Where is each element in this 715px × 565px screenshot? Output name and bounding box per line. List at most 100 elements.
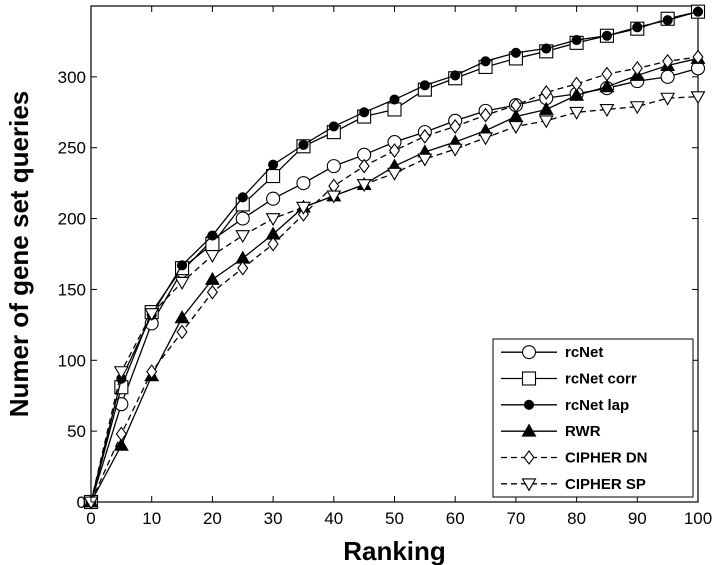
data-point-rcnet	[266, 191, 281, 206]
x-tick-label: 40	[324, 509, 343, 528]
data-point-cipher-dn	[237, 260, 249, 276]
data-point-rcnet	[326, 159, 341, 174]
data-point-cipher-dn	[662, 53, 674, 69]
data-point-rwr	[569, 87, 585, 101]
x-tick-label: 50	[385, 509, 404, 528]
data-point-rcnet-lap	[389, 94, 400, 105]
x-axis-title: Ranking	[343, 536, 446, 565]
legend-item-rcnet: rcNet	[501, 344, 603, 361]
legend-marker	[523, 450, 535, 465]
legend-marker	[521, 345, 537, 360]
x-tick-label: 10	[142, 509, 161, 528]
data-point-cipher-sp	[508, 121, 524, 135]
legend-label: rcNet lap	[565, 397, 629, 414]
data-point-cipher-sp	[387, 167, 402, 181]
data-point-cipher-dn	[206, 284, 218, 300]
legend: rcNet rcNet corr rcNet lap RWR CIPHER DN CIPH…	[492, 338, 694, 498]
data-point-rcnet-corr	[387, 102, 402, 117]
data-point-cipher-sp	[326, 190, 342, 204]
y-tick-label: 300	[58, 68, 86, 87]
data-point-rcnet-lap	[480, 56, 491, 67]
data-point-rcnet-lap	[177, 260, 188, 271]
series-cipher-dn	[85, 49, 704, 510]
data-point-cipher-dn	[601, 66, 613, 82]
legend-item-rwr: RWR	[501, 423, 601, 440]
data-point-rwr	[538, 101, 554, 115]
y-tick-label: 50	[67, 422, 86, 441]
data-point-cipher-sp	[417, 153, 433, 167]
data-point-cipher-sp	[538, 115, 554, 129]
x-tick-label: 100	[684, 509, 712, 528]
data-point-cipher-sp	[690, 91, 706, 105]
data-point-cipher-dn	[176, 324, 188, 340]
x-tick-label: 0	[86, 509, 95, 528]
data-point-rcnet-lap	[601, 30, 613, 41]
x-tick-label: 90	[628, 509, 647, 528]
data-point-cipher-dn	[510, 97, 522, 113]
legend-label: rcNet	[565, 344, 603, 361]
data-point-rcnet-lap	[328, 121, 339, 132]
data-point-rcnet-lap	[662, 15, 673, 26]
legend-marker	[521, 371, 537, 386]
y-tick-label: 100	[58, 351, 86, 370]
data-point-rcnet-lap	[632, 22, 643, 33]
data-point-cipher-sp	[265, 213, 281, 227]
data-point-rcnet	[296, 176, 311, 191]
data-point-rcnet	[235, 211, 250, 226]
data-point-cipher-dn	[692, 49, 704, 65]
data-point-cipher-sp	[356, 179, 372, 193]
data-point-rcnet-lap	[541, 43, 552, 54]
data-point-cipher-dn	[388, 143, 401, 158]
x-tick-label: 60	[446, 509, 465, 528]
y-tick-label: 0	[77, 493, 86, 512]
data-point-cipher-dn	[571, 76, 583, 92]
legend-label: RWR	[565, 423, 601, 440]
data-point-cipher-sp	[204, 249, 220, 264]
legend-item-cipher-sp: CIPHER SP	[501, 476, 646, 493]
legend-label: CIPHER SP	[565, 476, 646, 493]
data-point-cipher-dn	[419, 128, 431, 144]
data-point-rwr	[204, 271, 220, 285]
data-point-cipher-dn	[479, 107, 492, 123]
data-point-cipher-dn	[631, 60, 643, 76]
data-point-cipher-sp	[660, 92, 676, 106]
data-point-rwr	[113, 437, 129, 451]
data-point-cipher-sp	[174, 276, 190, 290]
data-point-cipher-sp	[478, 132, 493, 146]
legend-item-rcnet-corr: rcNet corr	[501, 371, 637, 388]
x-tick-label: 30	[264, 509, 283, 528]
y-tick-label: 250	[58, 139, 86, 158]
data-point-cipher-sp	[599, 104, 615, 118]
series-cipher-sp	[83, 91, 706, 510]
data-point-cipher-sp	[569, 106, 585, 120]
data-point-rcnet-lap	[237, 192, 248, 203]
data-point-rcnet-lap	[298, 139, 309, 150]
data-point-rwr	[599, 79, 615, 93]
data-point-cipher-dn	[267, 236, 279, 252]
data-point-rcnet-corr	[266, 169, 281, 184]
y-tick-label: 200	[58, 210, 86, 229]
data-point-rcnet	[660, 69, 675, 84]
data-point-rcnet-lap	[359, 107, 370, 118]
x-tick-label: 20	[203, 509, 222, 528]
data-point-cipher-dn	[115, 426, 127, 442]
data-point-cipher-dn	[449, 119, 461, 134]
data-point-cipher-sp	[447, 143, 463, 157]
data-point-cipher-sp	[144, 308, 160, 322]
data-point-rcnet-lap	[450, 70, 461, 81]
data-point-rcnet-lap	[207, 230, 218, 241]
data-point-cipher-dn	[540, 85, 552, 100]
legend-item-rcnet-lap: rcNet lap	[501, 397, 629, 414]
y-axis-title: Numer of gene set queries	[4, 91, 34, 418]
data-point-rwr	[174, 310, 190, 324]
data-point-cipher-sp	[296, 201, 311, 215]
legend-marker	[521, 478, 537, 492]
y-tick-label: 150	[58, 280, 86, 299]
x-tick-label: 80	[567, 509, 586, 528]
legend-label: rcNet corr	[565, 371, 637, 388]
legend-marker	[523, 399, 535, 410]
x-tick-label: 70	[506, 509, 525, 528]
legend-box	[492, 338, 694, 498]
data-point-rcnet-lap	[268, 159, 279, 170]
